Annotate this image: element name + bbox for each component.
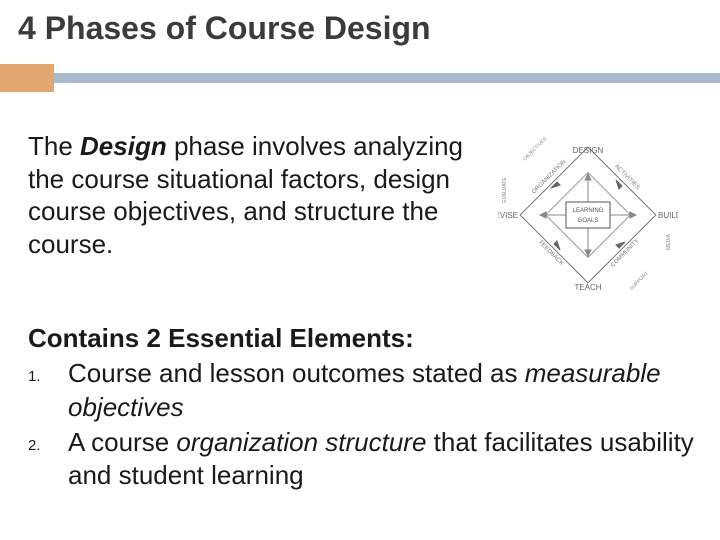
- diagram-edge-tr: ACTIVITIES: [613, 164, 640, 191]
- list-number: 1.: [28, 357, 46, 386]
- page-title: 4 Phases of Course Design: [18, 10, 720, 47]
- diagram-corner-right: BUILD: [658, 211, 678, 220]
- diagram-edge-tl: ORGANIZATION: [531, 159, 567, 195]
- elements-heading: Contains 2 Essential Elements:: [28, 322, 700, 355]
- diagram-center-top: LEARNING: [573, 208, 604, 214]
- diagram-outer-tl: OBJECTIVES: [522, 136, 549, 163]
- diagram-center-bottom: GOALS: [578, 218, 599, 224]
- diagram-outer-left: EVALUATE: [502, 177, 508, 203]
- elements-list: 1. Course and lesson outcomes stated as …: [28, 357, 700, 492]
- course-design-diamond-diagram: LEARNING GOALS DESIGN BUILD TEACH REVISE…: [498, 130, 678, 300]
- list-item: 2. A course organization structure that …: [28, 426, 700, 493]
- accent-orange-block: [0, 64, 54, 92]
- list-body: A course organization structure that fac…: [68, 426, 700, 493]
- li-pre: A course: [68, 427, 176, 457]
- intro-paragraph: The Design phase involves analyzing the …: [28, 130, 488, 260]
- list-item: 1. Course and lesson outcomes stated as …: [28, 357, 700, 424]
- diagram-edge-bl: FEEDBACK: [537, 240, 564, 267]
- diagram-outer-right: MEDIA: [666, 233, 672, 250]
- list-body: Course and lesson outcomes stated as mea…: [68, 357, 700, 424]
- diagram-edge-br: COMMUNITY: [610, 238, 640, 268]
- diagram-corner-top: DESIGN: [573, 146, 604, 155]
- li-pre: Course and lesson outcomes stated as: [68, 358, 525, 388]
- intro-emphasis: Design: [80, 131, 167, 161]
- intro-prefix: The: [28, 131, 80, 161]
- list-number: 2.: [28, 426, 46, 455]
- diagram-outer-br: SUPPORT: [629, 271, 650, 292]
- diagram-corner-bottom: TEACH: [574, 283, 601, 292]
- li-italic: organization structure: [176, 427, 426, 457]
- diagram-corner-left: REVISE: [498, 211, 518, 220]
- accent-blue-line: [54, 73, 720, 83]
- title-accent-bar: [0, 64, 720, 92]
